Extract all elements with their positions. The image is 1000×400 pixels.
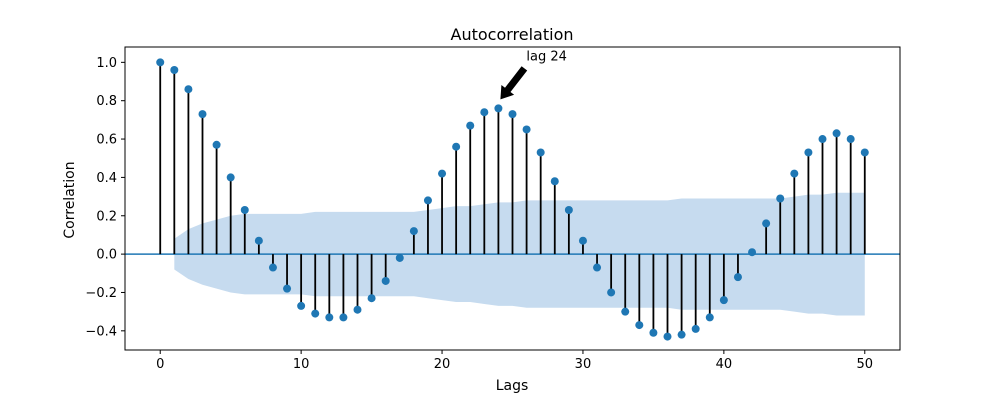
acf-point-36 — [663, 332, 672, 341]
acf-point-10 — [297, 301, 306, 310]
acf-point-6 — [240, 206, 249, 215]
x-tick-label: 50 — [856, 357, 873, 372]
acf-point-31 — [593, 263, 602, 272]
acf-point-32 — [607, 288, 616, 297]
y-axis-label: Correlation — [62, 161, 78, 238]
acf-point-30 — [578, 236, 587, 245]
acf-point-16 — [381, 276, 390, 285]
acf-point-1 — [170, 66, 179, 75]
acf-point-9 — [283, 284, 292, 293]
axes-frame — [124, 46, 901, 351]
acf-point-4 — [212, 140, 221, 149]
acf-point-20 — [438, 169, 447, 178]
x-tick-label: 10 — [293, 357, 310, 372]
annotation-group: lag 24 — [500, 49, 567, 100]
acf-point-41 — [733, 273, 742, 282]
x-tick-label: 20 — [434, 357, 451, 372]
acf-point-5 — [226, 173, 235, 182]
acf-point-49 — [846, 135, 855, 144]
stem-layer — [159, 62, 866, 337]
acf-point-3 — [198, 110, 207, 119]
acf-point-13 — [339, 313, 348, 322]
acf-point-27 — [536, 148, 545, 157]
acf-point-48 — [832, 129, 841, 138]
plot-area-border — [124, 46, 901, 351]
y-tick-label: −0.4 — [85, 324, 117, 339]
y-tick-label: 0.8 — [96, 94, 117, 109]
x-axis-ticks: 0 10 20 30 40 50 — [156, 350, 873, 372]
acf-point-18 — [409, 227, 418, 236]
acf-point-7 — [254, 236, 263, 245]
chart-title: Autocorrelation — [451, 25, 574, 44]
x-axis-label: Lags — [496, 378, 529, 394]
acf-point-44 — [776, 194, 785, 203]
acf-point-38 — [691, 324, 700, 333]
acf-point-12 — [325, 313, 334, 322]
acf-point-28 — [550, 177, 559, 186]
x-tick-label: 40 — [716, 357, 733, 372]
acf-point-37 — [677, 330, 686, 339]
y-tick-label: −0.2 — [85, 286, 117, 301]
acf-point-8 — [268, 263, 277, 272]
annotation-arrow — [500, 66, 528, 100]
acf-point-11 — [311, 309, 320, 318]
y-tick-label: 0.2 — [96, 209, 117, 224]
acf-point-2 — [184, 85, 193, 94]
acf-point-0 — [156, 58, 165, 67]
x-tick-label: 30 — [575, 357, 592, 372]
acf-point-22 — [466, 121, 475, 130]
acf-point-26 — [522, 125, 531, 134]
acf-point-29 — [564, 206, 573, 215]
acf-point-25 — [508, 110, 517, 119]
x-tick-label: 0 — [156, 357, 164, 372]
acf-point-47 — [818, 135, 827, 144]
acf-point-35 — [649, 328, 658, 337]
marker-layer — [156, 58, 869, 341]
y-tick-label: 0.0 — [96, 248, 117, 263]
acf-point-21 — [452, 142, 461, 151]
acf-point-33 — [621, 307, 630, 316]
acf-point-42 — [748, 248, 757, 257]
acf-point-34 — [635, 321, 644, 330]
acf-point-45 — [790, 169, 799, 178]
acf-point-15 — [367, 294, 376, 303]
acf-point-40 — [719, 296, 728, 305]
y-tick-label: 0.6 — [96, 133, 117, 148]
y-tick-label: 1.0 — [96, 56, 117, 71]
acf-point-50 — [860, 148, 869, 157]
acf-point-23 — [480, 108, 489, 117]
acf-point-17 — [395, 253, 404, 262]
acf-point-19 — [423, 196, 432, 205]
y-tick-label: 0.4 — [96, 171, 117, 186]
annotation-text: lag 24 — [526, 49, 567, 64]
acf-point-24 — [494, 104, 503, 113]
y-axis-ticks: −0.4 −0.2 0.0 0.2 0.4 0.6 0.8 1.0 — [85, 56, 125, 339]
acf-point-39 — [705, 313, 714, 322]
acf-point-43 — [762, 219, 771, 228]
acf-point-46 — [804, 148, 813, 157]
acf-point-14 — [353, 305, 362, 314]
